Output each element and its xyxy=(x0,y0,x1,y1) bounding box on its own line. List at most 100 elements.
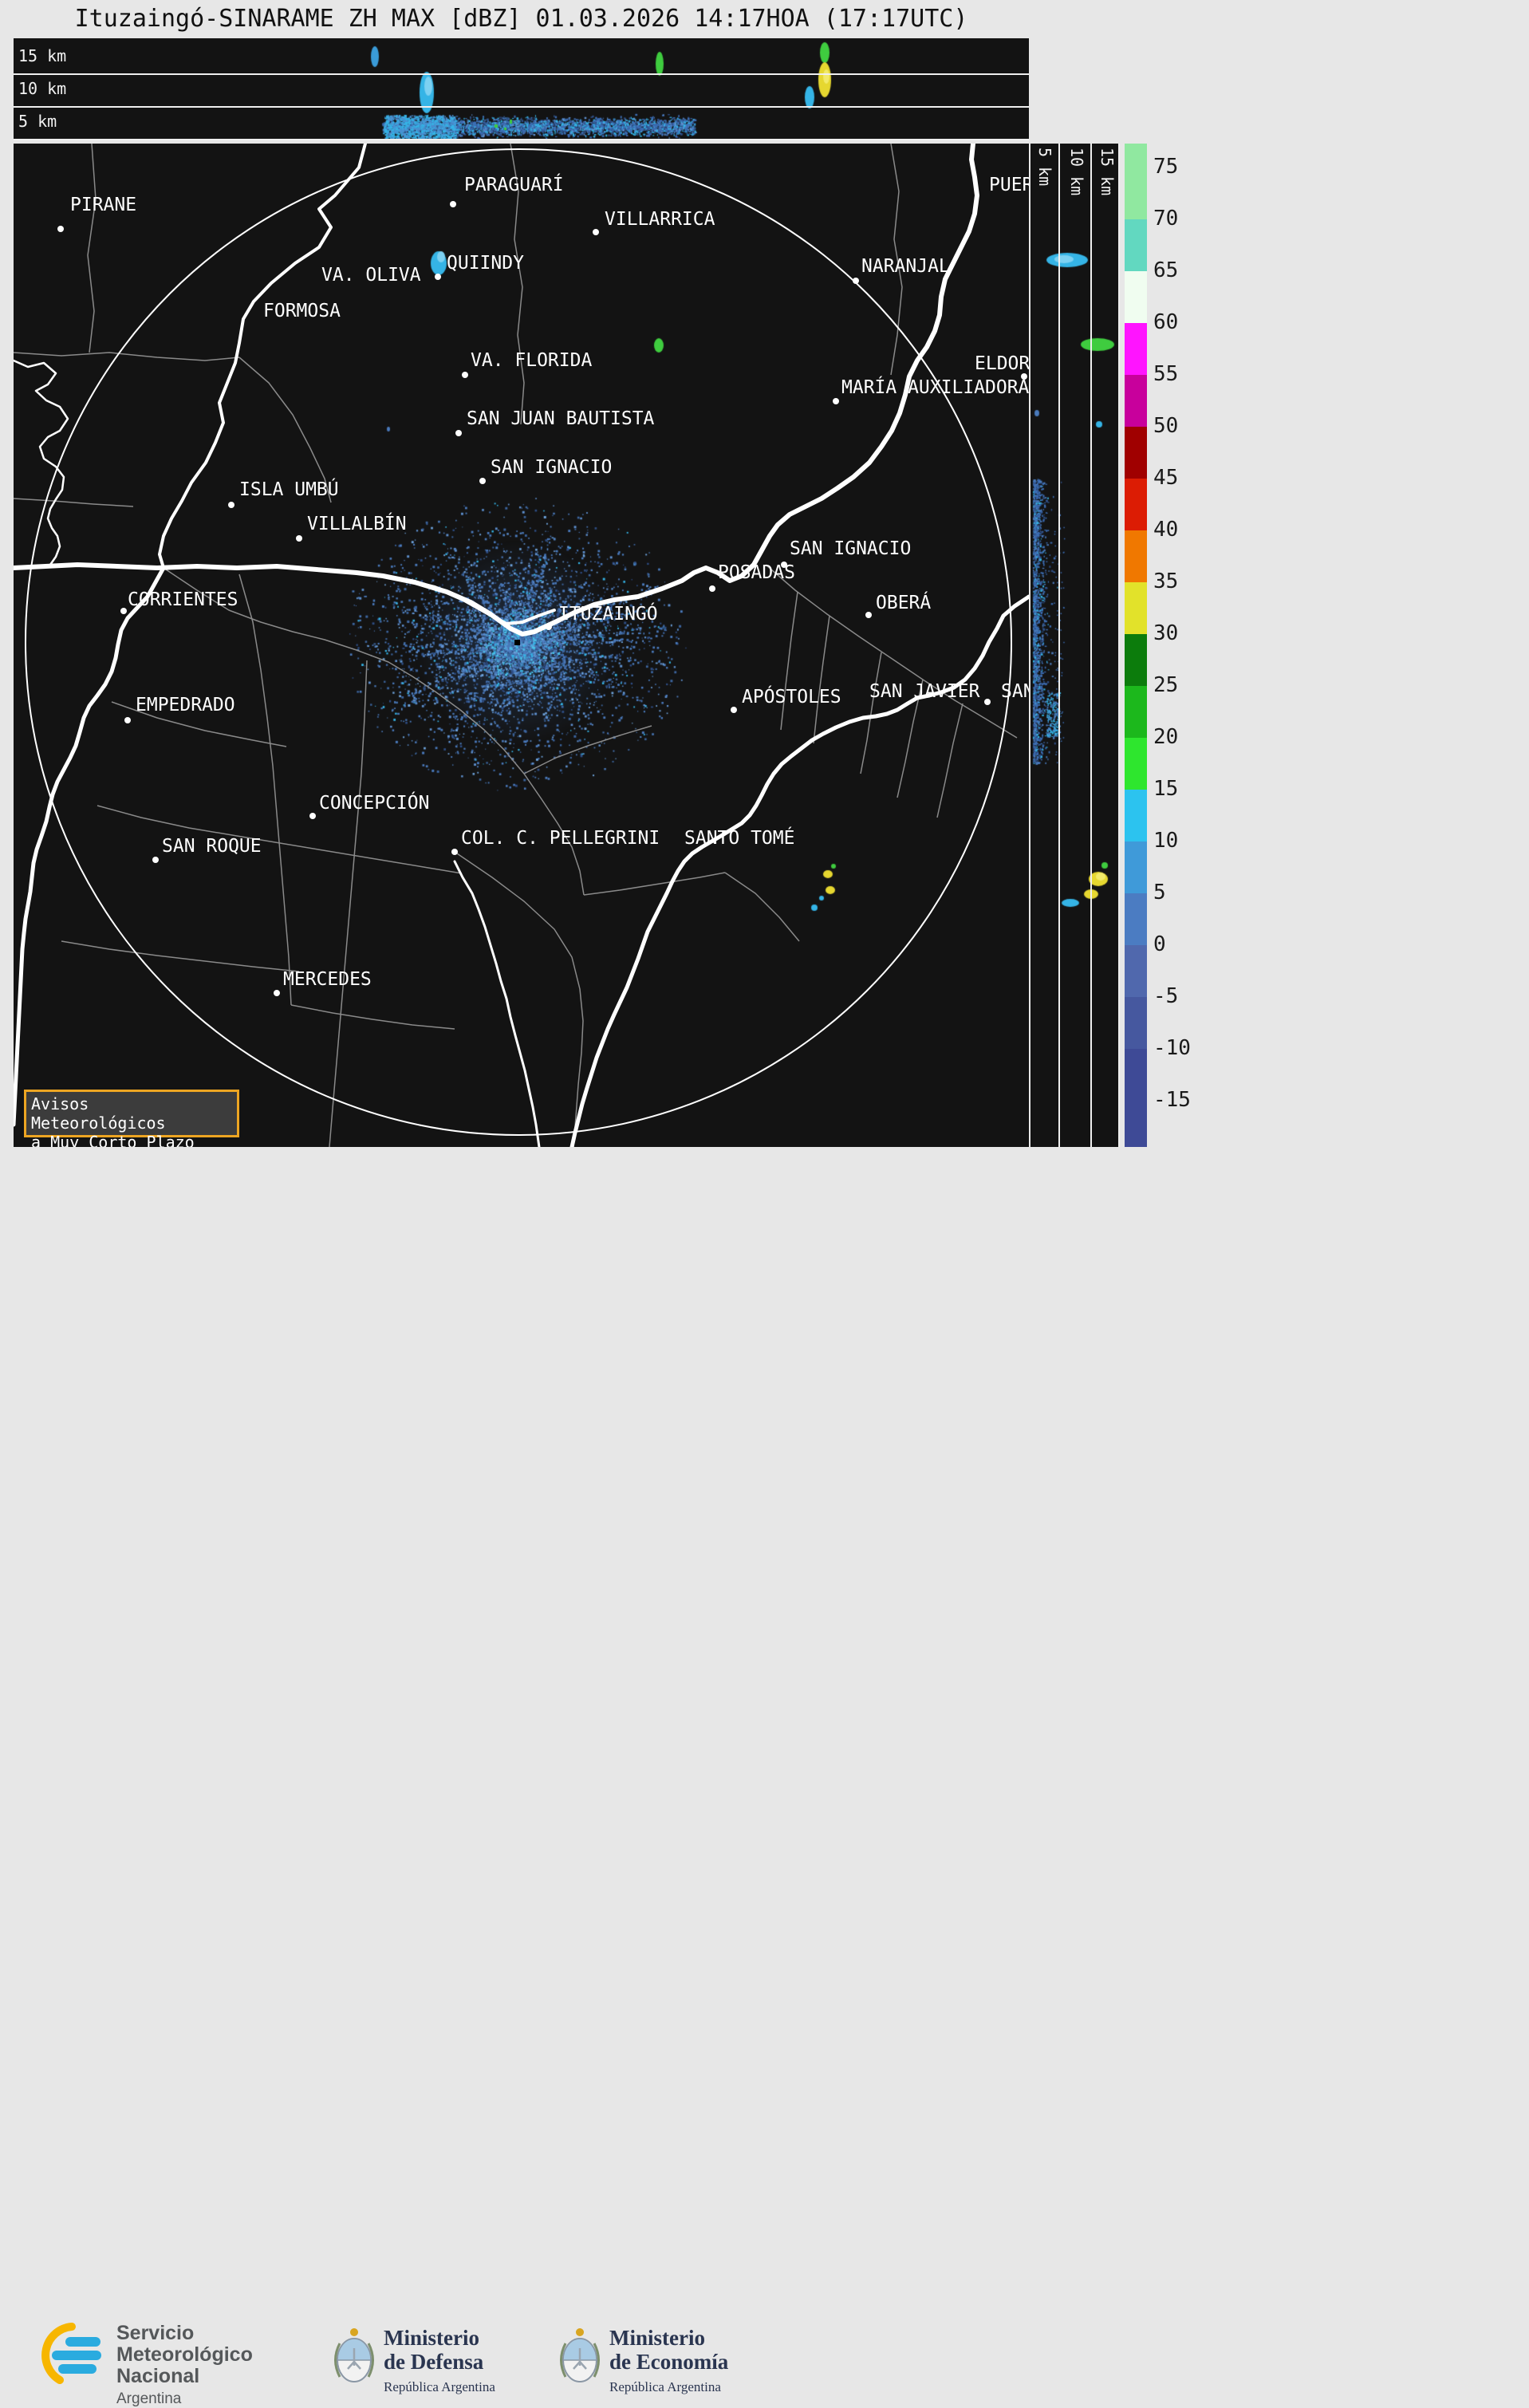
colorbar-tick-label: 45 xyxy=(1153,466,1179,490)
product-title: Ituzaingó-SINARAME ZH MAX [dBZ] 01.03.20… xyxy=(74,5,968,33)
city-label: SAN IGNACIO xyxy=(790,538,912,559)
city-label: POSADAS xyxy=(718,562,795,583)
city-dot xyxy=(296,535,302,542)
colorbar-tick-label: 55 xyxy=(1153,362,1179,386)
altitude-label-10km: 10 km xyxy=(18,79,67,98)
city-dot xyxy=(1021,373,1027,380)
city-label: VA. OLIVA xyxy=(321,265,421,286)
smn-name-line: Servicio xyxy=(116,2322,195,2344)
altitude-label-10km: 10 km xyxy=(1067,148,1086,196)
colorbar-segment xyxy=(1125,841,1147,893)
smn-name-line: Nacional xyxy=(116,2365,200,2387)
altitude-line-15km xyxy=(1118,144,1120,1147)
colorbar-segment xyxy=(1125,686,1147,738)
city-dot xyxy=(451,849,458,855)
colorbar-tick-label: 30 xyxy=(1153,621,1179,645)
city-label: OBERÁ xyxy=(876,593,932,613)
top-cross-section-echoes xyxy=(14,38,1029,140)
city-dot xyxy=(57,226,64,232)
altitude-line-15km xyxy=(14,73,1029,75)
colorbar-tick-label: -5 xyxy=(1153,984,1179,1008)
city-dot xyxy=(435,274,441,280)
rivers xyxy=(14,144,1029,1147)
city-label: MARÍA AUXILIADORA xyxy=(841,377,1029,398)
city-dot xyxy=(450,201,456,207)
city-label: NARANJAL xyxy=(861,256,950,277)
city-dot xyxy=(274,990,280,996)
ministry-economia-wordmark: Ministerio de Economía República Argenti… xyxy=(609,2326,728,2395)
altitude-label-15km: 15 km xyxy=(1097,148,1117,196)
city-label: MERCEDES xyxy=(283,969,372,990)
altitude-line-5km xyxy=(14,139,1029,140)
city-label: APÓSTOLES xyxy=(742,687,841,707)
colorbar-tick-label: 75 xyxy=(1153,155,1179,179)
colorbar-segment xyxy=(1125,582,1147,634)
colorbar-segment xyxy=(1125,271,1147,323)
city-label: SAN JUAN BAUTISTA xyxy=(467,408,655,429)
colorbar-tick-label: 60 xyxy=(1153,310,1179,334)
city-label: SAN JAVIER xyxy=(869,681,980,702)
colorbar-tick-label: 35 xyxy=(1153,569,1179,593)
city-dot xyxy=(120,608,127,614)
colorbar-segment xyxy=(1125,1049,1147,1101)
colorbar-segment xyxy=(1125,530,1147,582)
colorbar-tick-label: 10 xyxy=(1153,829,1179,853)
ministry-name-line: de Defensa xyxy=(384,2350,484,2374)
colorbar-segment xyxy=(1125,893,1147,945)
altitude-label-5km: 5 km xyxy=(1035,148,1054,187)
range-ring xyxy=(25,148,1012,1136)
city-dot xyxy=(479,478,486,484)
colorbar-tick-label: -10 xyxy=(1153,1036,1191,1060)
colorbar-tick-label: -15 xyxy=(1153,1088,1191,1112)
city-dot xyxy=(709,585,715,592)
colorbar-tick-label: 0 xyxy=(1153,932,1166,956)
colorbar-segment xyxy=(1125,479,1147,530)
altitude-line-10km xyxy=(14,106,1029,108)
city-label: CORRIENTES xyxy=(128,589,238,610)
smn-name-line: Meteorológico xyxy=(116,2343,253,2366)
colorbar-segment xyxy=(1125,144,1147,167)
city-label: ITUZAINGÓ xyxy=(558,604,658,625)
colorbar-tick-label: 50 xyxy=(1153,414,1179,438)
city-dot xyxy=(309,813,316,819)
city-label: ISLA UMBÚ xyxy=(239,479,339,500)
ministry-subtitle: República Argentina xyxy=(384,2379,495,2394)
city-label: QUIINDY xyxy=(447,253,524,274)
city-label: CONCEPCIÓN xyxy=(319,793,430,814)
city-label: COL. C. PELLEGRINI xyxy=(461,828,660,849)
ministry-subtitle: República Argentina xyxy=(609,2379,721,2394)
colorbar-tick-label: 70 xyxy=(1153,207,1179,231)
colorbar-tick-label: 65 xyxy=(1153,258,1179,282)
ministry-defensa-wordmark: Ministerio de Defensa República Argentin… xyxy=(384,2326,495,2395)
city-layer: PIRANE PARAGUARÍ VILLARRICA VA. OLIVA QUIIND… xyxy=(14,144,1029,1147)
radar-echo-layer xyxy=(14,144,1029,1147)
colorbar-segment xyxy=(1125,427,1147,479)
colorbar-tick-label: 20 xyxy=(1153,725,1179,749)
city-label: PARAGUARÍ xyxy=(464,175,564,195)
city-label: SAN ROQUE xyxy=(162,836,262,857)
colorbar-tick-label: 40 xyxy=(1153,518,1179,542)
colorbar-segment xyxy=(1125,945,1147,997)
colorbar-tick-label: 25 xyxy=(1153,673,1179,697)
altitude-line-5km xyxy=(1058,144,1060,1147)
city-dot xyxy=(462,372,468,378)
alert-box: Avisos Meteorológicos a Muy Corto Plazo xyxy=(24,1090,239,1147)
radar-map-panel: PIRANE PARAGUARÍ VILLARRICA VA. OLIVA QUIIND… xyxy=(14,144,1029,1147)
city-dot xyxy=(124,717,131,723)
city-label: SANTO TOMÉ xyxy=(684,828,795,849)
dbz-colorbar xyxy=(1125,144,1147,1147)
city-label: EMPEDRADO xyxy=(136,695,235,715)
colorbar-segment xyxy=(1125,219,1147,271)
colorbar-segment xyxy=(1125,167,1147,219)
right-cross-section-panel: 5 km 10 km 15 km xyxy=(1030,144,1120,1147)
alert-box-line1: Avisos Meteorológicos xyxy=(31,1094,166,1133)
city-dot xyxy=(152,857,159,863)
city-dot xyxy=(853,278,859,284)
colorbar-segment xyxy=(1125,738,1147,790)
smn-wordmark: Servicio Meteorológico Nacional Argentin… xyxy=(116,2323,253,2408)
colorbar-segment xyxy=(1125,790,1147,841)
altitude-label-5km: 5 km xyxy=(18,112,57,131)
city-label: ELDORADO xyxy=(975,353,1029,374)
altitude-label-15km: 15 km xyxy=(18,46,67,65)
colorbar-segment xyxy=(1125,323,1147,375)
